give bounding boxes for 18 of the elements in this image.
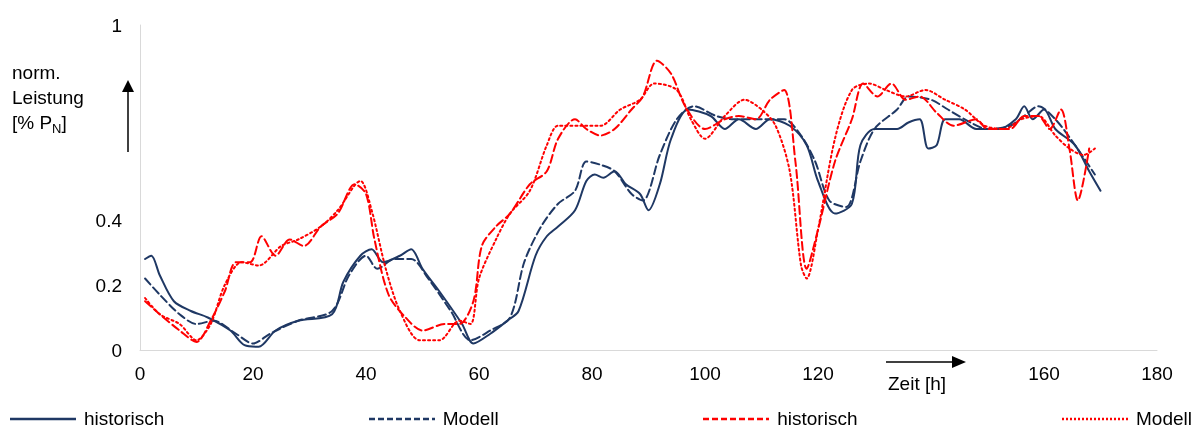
y-tick-label: 0 (111, 339, 122, 361)
x-tick-label: 120 (802, 363, 834, 384)
x-axis-title: Zeit [h] (888, 373, 947, 394)
x-tick-label: 180 (1141, 363, 1173, 384)
x-tick-label: 80 (581, 363, 603, 384)
x-tick-label: 60 (468, 363, 490, 384)
legend-label: historisch (777, 408, 858, 430)
y-tick-label: 0.2 (95, 274, 122, 296)
x-tick-label: 100 (689, 363, 721, 384)
x-tick-label: 20 (242, 363, 264, 384)
legend-label: Modell (442, 408, 499, 430)
y-tick-label: 1 (111, 14, 122, 36)
x-tick-label: 160 (1028, 363, 1060, 384)
x-tick-label: 0 (134, 363, 146, 384)
legend-label: historisch (84, 408, 165, 430)
legend-label: Modell (1135, 408, 1192, 430)
x-tick-label: 40 (355, 363, 377, 384)
y-tick-label: 0.4 (95, 209, 123, 231)
